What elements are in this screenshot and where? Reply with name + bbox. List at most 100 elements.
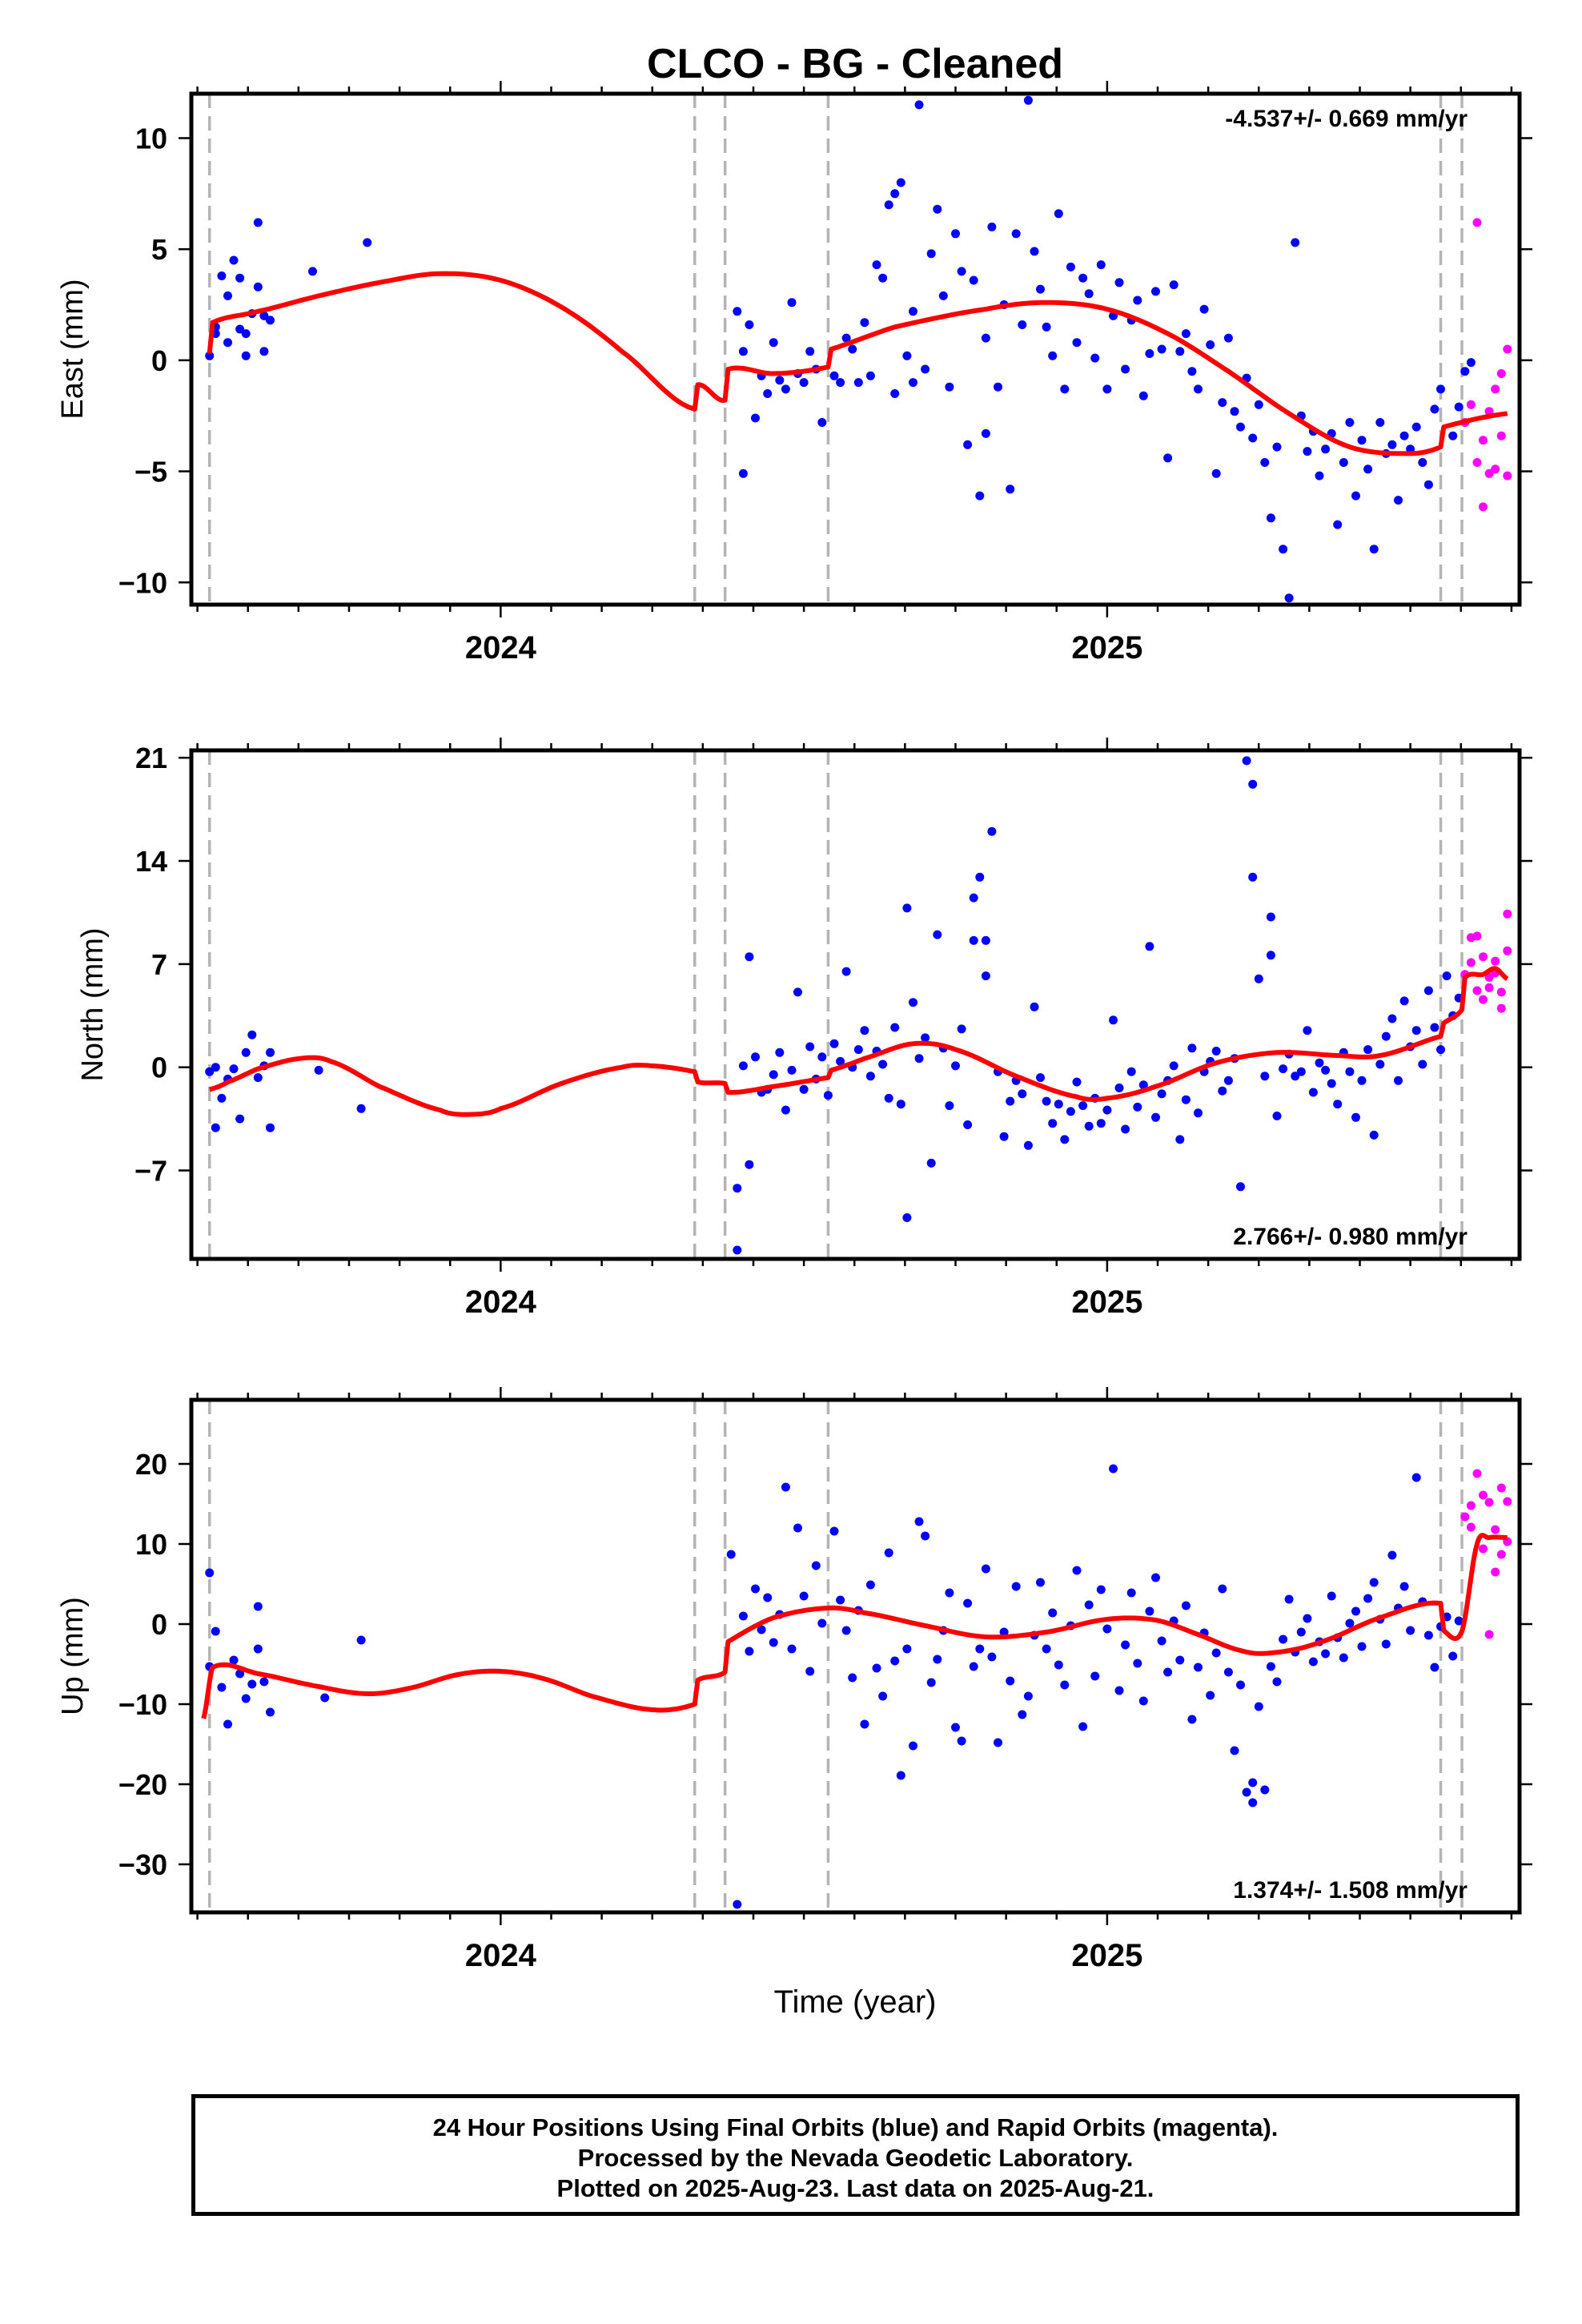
- final-orbit-point: [1060, 384, 1070, 394]
- final-orbit-point: [1036, 1578, 1045, 1587]
- rapid-orbit-point: [1484, 983, 1494, 992]
- final-orbit-point: [963, 1598, 973, 1608]
- final-orbit-point: [963, 440, 973, 449]
- final-orbit-point: [787, 298, 797, 308]
- final-orbit-point: [1242, 756, 1251, 766]
- final-orbit-point: [1163, 1667, 1173, 1677]
- final-orbit-point: [1284, 593, 1294, 603]
- final-orbit-point: [1381, 1031, 1391, 1041]
- final-orbit-point: [1006, 1676, 1015, 1686]
- final-orbit-point: [1399, 1582, 1409, 1591]
- x-tick-label: 2024: [465, 1285, 537, 1320]
- panel-1: −7 0 7 14 21 2024 2025 North (mm) 2.766+/- 0.980…: [76, 738, 1532, 1320]
- rate-annotation: -4.537+/- 0.669 mm/yr: [1225, 106, 1468, 132]
- final-orbit-point: [229, 1064, 239, 1074]
- x-tick-label: 2025: [1071, 630, 1142, 665]
- final-orbit-point: [902, 1213, 912, 1222]
- y-tick-label: 0: [151, 344, 167, 377]
- final-orbit-point: [266, 1123, 275, 1132]
- final-orbit-point: [1345, 1067, 1355, 1076]
- final-orbit-point: [969, 893, 978, 903]
- final-orbit-point: [1291, 1072, 1300, 1081]
- footer-line-2: Processed by the Nevada Geodetic Laborat…: [577, 2144, 1134, 2172]
- final-orbit-point: [890, 1023, 900, 1032]
- final-orbit-point: [1279, 1064, 1288, 1074]
- final-orbit-point: [217, 1093, 227, 1103]
- final-orbit-point: [1054, 209, 1063, 219]
- final-orbit-point: [963, 1120, 973, 1129]
- rapid-orbit-point: [1479, 436, 1488, 445]
- final-orbit-point: [1218, 398, 1227, 408]
- final-orbit-point: [1284, 1594, 1294, 1604]
- final-orbit-point: [1011, 229, 1021, 239]
- final-orbit-point: [1194, 1108, 1203, 1118]
- rapid-orbit-point: [1484, 1498, 1494, 1507]
- final-orbit-point: [975, 491, 985, 501]
- final-orbit-point: [1223, 1667, 1233, 1677]
- final-orbit-point: [902, 903, 912, 913]
- final-orbit-point: [1411, 1026, 1421, 1035]
- final-orbit-point: [957, 1736, 966, 1746]
- y-tick-label: −10: [118, 566, 167, 599]
- final-orbit-point: [1357, 1076, 1367, 1085]
- final-orbit-point: [1466, 358, 1476, 368]
- final-orbit-point: [775, 376, 785, 385]
- final-orbit-point: [1042, 322, 1051, 332]
- model-curve: [207, 271, 1508, 456]
- rapid-orbit-point: [1491, 384, 1500, 394]
- final-orbit-point: [1126, 1588, 1136, 1598]
- final-orbit-point: [1036, 284, 1045, 294]
- rapid-orbit-point: [1491, 1567, 1500, 1577]
- final-orbit-point: [1138, 1696, 1148, 1706]
- final-orbit-point: [1218, 1584, 1227, 1594]
- final-orbit-point: [738, 1611, 748, 1621]
- final-orbit-point: [1394, 1076, 1403, 1085]
- final-orbit-point: [1254, 400, 1263, 409]
- final-orbit-point: [1454, 402, 1464, 412]
- final-orbit-point: [1351, 491, 1360, 501]
- final-orbit-point: [1072, 338, 1082, 348]
- footer-line-1: 24 Hour Positions Using Final Orbits (bl…: [432, 2113, 1279, 2141]
- final-orbit-point: [1369, 1130, 1379, 1140]
- model-curve: [208, 966, 1509, 1117]
- final-orbit-point: [987, 826, 997, 836]
- final-orbit-point: [1266, 912, 1275, 922]
- final-orbit-point: [975, 1644, 985, 1654]
- final-orbit-point: [266, 1047, 275, 1057]
- final-orbit-point: [811, 1561, 821, 1570]
- final-orbit-point: [253, 282, 263, 292]
- final-orbit-point: [1230, 407, 1239, 416]
- plot-frame: [189, 91, 1522, 607]
- final-orbit-point: [1236, 1182, 1245, 1192]
- final-orbit-point: [981, 1564, 990, 1574]
- final-orbit-point: [1442, 971, 1452, 981]
- final-orbit-point: [1102, 1624, 1112, 1634]
- final-orbit-point: [1272, 442, 1282, 452]
- y-tick-label: −30: [118, 1848, 167, 1881]
- final-orbit-point: [1084, 289, 1094, 299]
- final-orbit-point: [793, 987, 802, 997]
- final-orbit-point: [1090, 353, 1100, 363]
- final-orbit-point: [1048, 1608, 1058, 1618]
- final-orbit-point: [969, 935, 978, 945]
- final-orbit-point: [733, 307, 742, 316]
- final-orbit-point: [1418, 1059, 1427, 1069]
- final-orbit-point: [1066, 262, 1075, 271]
- final-orbit-point: [217, 271, 227, 280]
- final-orbit-point: [1375, 418, 1385, 427]
- final-orbit-point: [1163, 453, 1173, 463]
- final-orbit-point: [817, 418, 827, 427]
- plot-area: [201, 1400, 1512, 1912]
- final-orbit-point: [848, 344, 857, 354]
- final-orbit-point: [1315, 1058, 1324, 1068]
- final-orbit-point: [884, 1548, 893, 1558]
- final-orbit-point: [1430, 1023, 1439, 1032]
- final-orbit-point: [1296, 1067, 1306, 1076]
- final-orbit-point: [1042, 1644, 1051, 1654]
- final-orbit-point: [909, 998, 917, 1007]
- final-orbit-point: [878, 1691, 888, 1701]
- final-orbit-point: [1151, 1112, 1160, 1122]
- final-orbit-point: [223, 1719, 232, 1729]
- final-orbit-point: [987, 1652, 997, 1662]
- final-orbit-point: [860, 318, 869, 328]
